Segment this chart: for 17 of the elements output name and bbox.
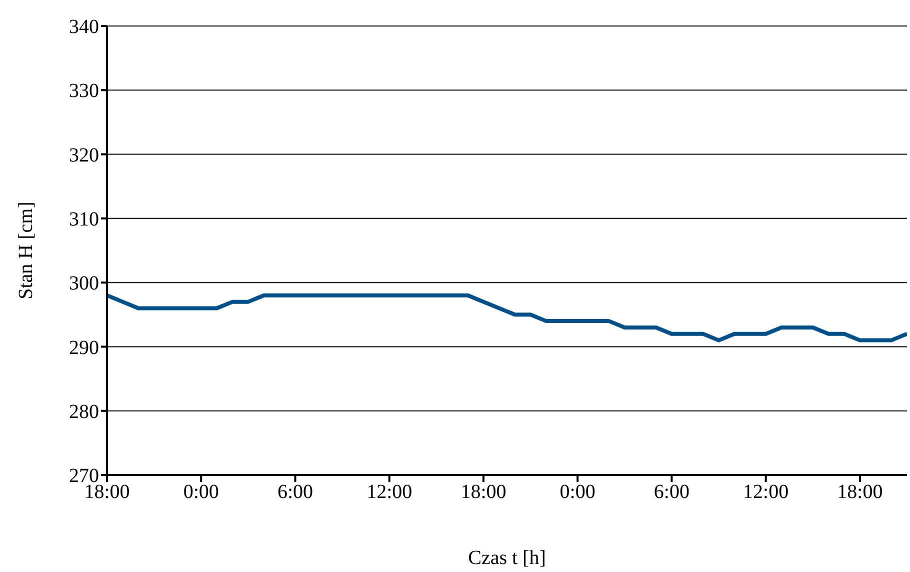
y-tick-label: 280 xyxy=(69,400,99,423)
y-tick-label: 330 xyxy=(69,80,99,102)
y-tick-label: 310 xyxy=(69,208,99,231)
x-tick-label: 6:00 xyxy=(654,481,690,504)
x-tick-label: 18:00 xyxy=(837,481,883,504)
x-tick-label: 12:00 xyxy=(366,481,412,504)
x-tick-label: 0:00 xyxy=(183,481,219,504)
x-tick-label: 18:00 xyxy=(460,481,506,504)
y-tick-label: 340 xyxy=(69,16,99,38)
x-axis-title: Czas t [h] xyxy=(468,547,546,569)
y-axis-title: Stan H [cm] xyxy=(15,202,37,300)
y-tick-label: 290 xyxy=(69,336,99,359)
x-tick-label: 6:00 xyxy=(277,481,314,504)
x-tick-label: 12:00 xyxy=(743,481,789,504)
y-tick-label: 320 xyxy=(69,144,99,166)
x-tick-label: 0:00 xyxy=(560,481,596,504)
y-tick-label: 300 xyxy=(69,272,99,295)
